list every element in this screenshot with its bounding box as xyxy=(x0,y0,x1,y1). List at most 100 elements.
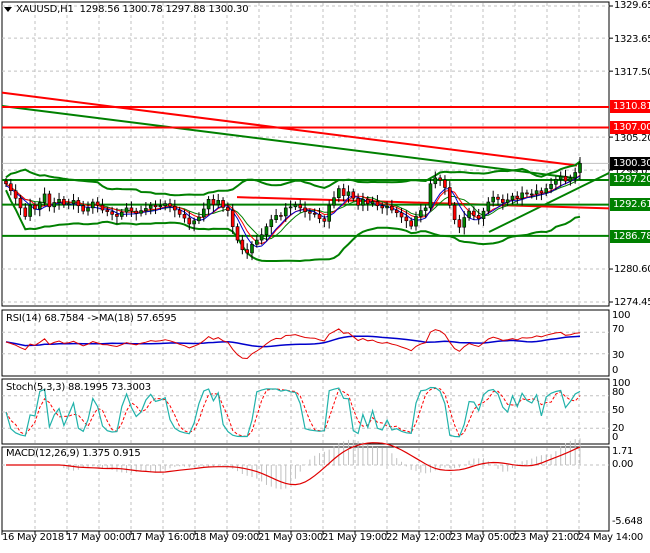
bear-candle xyxy=(13,190,18,199)
support-level-tag: 1292.61 xyxy=(610,198,650,211)
macd-tick: -5.648 xyxy=(612,516,643,527)
bull-candle xyxy=(119,211,124,217)
bear-candle xyxy=(134,210,139,214)
stoch-tick: 0 xyxy=(612,432,619,443)
bear-candle xyxy=(279,215,283,217)
trendline xyxy=(1,105,578,180)
bear-candle xyxy=(457,219,462,228)
bull-candle xyxy=(163,203,167,207)
current-price-tag: 1300.30 xyxy=(610,157,650,170)
price-tick: 1323.65 xyxy=(614,34,650,45)
bull-candle xyxy=(274,215,278,220)
bull-candle xyxy=(361,199,365,206)
bear-candle xyxy=(76,200,81,207)
trendline xyxy=(488,172,610,233)
bull-candle xyxy=(144,208,148,211)
time-label: 21 May 03:00 xyxy=(258,532,323,543)
bull-candle xyxy=(568,177,573,182)
bear-candle xyxy=(404,216,409,222)
macd-tick: 1.71 xyxy=(612,446,634,457)
bull-candle xyxy=(201,208,206,218)
bear-candle xyxy=(308,211,312,214)
bear-candle xyxy=(221,200,225,208)
bull-candle xyxy=(337,188,341,199)
trendline xyxy=(236,196,610,210)
bull-candle xyxy=(57,199,61,203)
bull-candle xyxy=(216,200,221,205)
bull-candle xyxy=(293,204,298,208)
bull-candle xyxy=(346,191,351,196)
bull-candle xyxy=(573,172,577,179)
bear-candle xyxy=(356,197,360,206)
bull-candle xyxy=(467,210,471,218)
time-label: 16 May 2018 xyxy=(2,532,64,543)
bear-candle xyxy=(4,180,8,185)
bear-candle xyxy=(115,214,119,217)
bull-candle xyxy=(71,200,76,204)
rsi-tick: 30 xyxy=(612,350,625,361)
bear-candle xyxy=(95,201,100,206)
time-label: 17 May 16:00 xyxy=(130,532,195,543)
bull-candle xyxy=(510,195,515,201)
bear-candle xyxy=(375,201,380,207)
macd-tick: 0.00 xyxy=(612,459,634,470)
bear-candle xyxy=(380,205,385,209)
bear-candle xyxy=(317,214,322,219)
bull-candle xyxy=(269,219,274,227)
bear-candle xyxy=(177,209,182,215)
bear-candle xyxy=(539,190,544,194)
bear-candle xyxy=(394,209,399,214)
bear-candle xyxy=(226,207,230,211)
bull-candle xyxy=(423,207,428,211)
bear-candle xyxy=(298,204,303,209)
bear-candle xyxy=(47,193,52,208)
bear-candle xyxy=(62,199,66,205)
triangle-down-icon[interactable] xyxy=(4,6,12,12)
bull-candle xyxy=(124,207,129,213)
bull-candle xyxy=(158,205,163,208)
bull-candle xyxy=(250,244,254,254)
support-level-tag: 1297.20 xyxy=(610,173,650,186)
bull-candle xyxy=(385,205,389,209)
bull-candle xyxy=(529,193,534,196)
bull-candle xyxy=(283,207,288,217)
bull-candle xyxy=(264,226,269,236)
bear-candle xyxy=(399,212,404,218)
bear-candle xyxy=(100,204,105,211)
bear-candle xyxy=(312,212,317,215)
bear-candle xyxy=(23,207,28,217)
bear-candle xyxy=(33,204,37,210)
bull-candle xyxy=(486,201,491,212)
rsi-tick: 0 xyxy=(612,365,619,376)
bull-candle xyxy=(255,239,259,245)
bear-candle xyxy=(153,204,158,208)
bull-candle xyxy=(433,177,438,185)
price-tick: 1305.20 xyxy=(614,133,650,144)
bear-candle xyxy=(496,196,500,200)
time-label: 23 May 21:00 xyxy=(514,532,579,543)
bear-candle xyxy=(18,197,23,209)
resistance-level-tag: 1310.81 xyxy=(610,100,650,113)
bear-candle xyxy=(129,207,134,212)
bull-candle xyxy=(52,202,57,208)
bull-candle xyxy=(206,199,211,210)
time-label: 17 May 00:00 xyxy=(66,532,131,543)
price-tick: 1299.05 xyxy=(614,166,650,177)
bull-candle xyxy=(327,204,331,222)
bear-candle xyxy=(438,177,442,181)
bull-candle xyxy=(491,196,495,203)
bear-candle xyxy=(365,199,370,204)
bear-candle xyxy=(245,249,249,254)
bull-candle xyxy=(28,204,32,217)
bull-candle xyxy=(534,190,539,195)
bear-candle xyxy=(443,179,447,188)
bear-candle xyxy=(525,192,529,195)
bollinger-lower xyxy=(5,189,581,263)
rsi-tick: 100 xyxy=(612,310,631,321)
price-tick: 1280.60 xyxy=(614,264,650,275)
bear-candle xyxy=(9,183,13,192)
stoch-main-line xyxy=(5,386,581,438)
time-label: 18 May 09:00 xyxy=(194,532,259,543)
